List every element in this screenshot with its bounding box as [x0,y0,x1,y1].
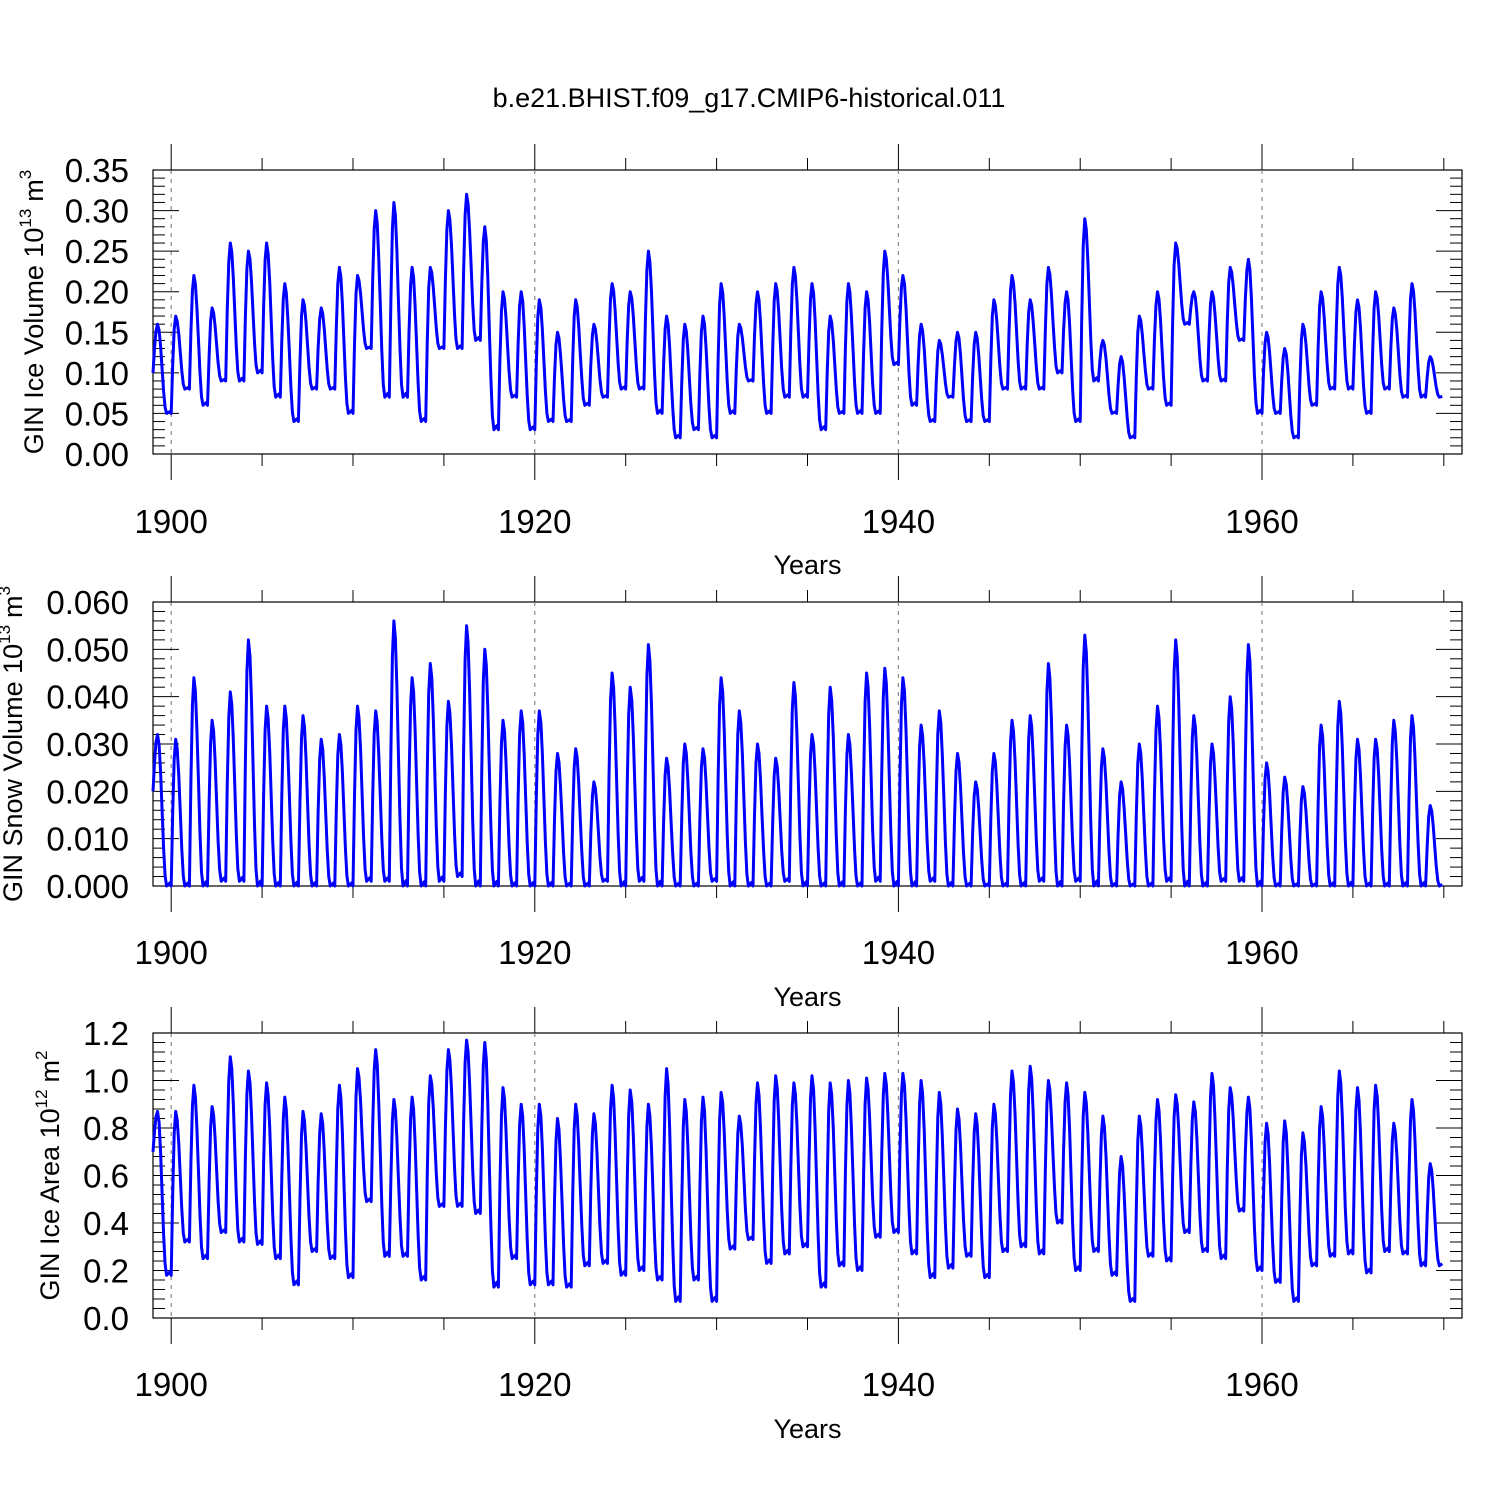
x-tick-label: 1900 [134,934,207,971]
x-tick-label: 1920 [498,934,571,971]
y-tick-label: 1.2 [83,1015,129,1052]
y-axis-label: GIN Ice Area 1012 m2 [32,1051,65,1301]
y-tick-label: 0.000 [46,868,129,905]
y-tick-label: 0.030 [46,726,129,763]
series-line-snow-volume [151,619,1444,888]
ice-volume-panel: 0.00 0.050.10 0.150.20 0.250.30 0.35 1900 1920… [16,144,1463,580]
y-axis-label-unit-exponent: 3 [16,170,35,179]
y-axis-label-main: GIN Ice Volume 10 [19,228,49,455]
y-axis-label-unit-exponent: 2 [32,1051,51,1060]
x-axis-label: Years [773,982,841,1012]
y-tick-label: 0.05 [65,395,129,432]
snow-volume-panel: 0.000 0.010 0.020 0.030 0.040 0.050 0.060 1900 1… [0,576,1463,1012]
x-tick-label: 1920 [498,503,571,540]
y-axis-label: GIN Ice Volume 1013 m3 [16,170,49,455]
y-tick-label: 0.15 [65,314,129,351]
y-tick-label: 0.00 [65,436,129,473]
y-tick-label: 0.010 [46,821,129,858]
y-tick-label: 0.020 [46,773,129,810]
y-axis-label-unit: m [0,595,28,618]
x-tick-label: 1900 [134,1366,207,1403]
x-tick-label: 1940 [862,503,935,540]
y-tick-label: 0.6 [83,1158,129,1195]
x-tick-label: 1940 [862,1366,935,1403]
y-tick-label: 0.2 [83,1253,129,1290]
y-tick-label: 0.35 [65,152,129,189]
ice-area-panel: 0.0 0.2 0.4 0.6 0.8 1.0 1.2 1900 1920 1940 1960 Ye… [32,1007,1463,1444]
y-axis-label-unit-exponent: 3 [0,586,14,595]
y-axis-label-main: GIN Snow Volume 10 [0,644,28,902]
y-tick-label: 1.0 [83,1063,129,1100]
y-tick-label: 0.060 [46,584,129,621]
y-axis-label-main: GIN Ice Area 10 [35,1108,65,1300]
y-tick-label: 0.0 [83,1300,129,1337]
y-tick-label: 0.20 [65,274,129,311]
x-axis-label: Years [773,550,841,580]
y-axis-label-exponent: 13 [0,625,14,644]
y-axis-label-exponent: 12 [32,1089,51,1108]
x-tick-label: 1960 [1225,503,1298,540]
series-line-ice-area [151,1038,1444,1303]
y-tick-label: 0.25 [65,233,129,270]
x-tick-label: 1920 [498,1366,571,1403]
series-line-ice-volume [151,192,1443,440]
y-tick-label: 0.10 [65,355,129,392]
y-axis-label: GIN Snow Volume 1013 m3 [0,586,28,902]
y-tick-label: 0.050 [46,631,129,668]
x-tick-label: 1960 [1225,934,1298,971]
y-tick-label: 0.30 [65,193,129,230]
y-tick-label: 0.040 [46,679,129,716]
x-tick-label: 1900 [134,503,207,540]
y-axis-label-unit: m [19,179,49,202]
y-tick-label: 0.4 [83,1205,129,1242]
x-axis-label: Years [773,1414,841,1444]
figure-title: b.e21.BHIST.f09_g17.CMIP6-historical.011 [493,83,1006,113]
y-axis-label-exponent: 13 [16,209,35,228]
y-tick-label: 0.8 [83,1110,129,1147]
x-tick-label: 1940 [862,934,935,971]
x-tick-label: 1960 [1225,1366,1298,1403]
y-axis-label-unit: m [35,1060,65,1083]
